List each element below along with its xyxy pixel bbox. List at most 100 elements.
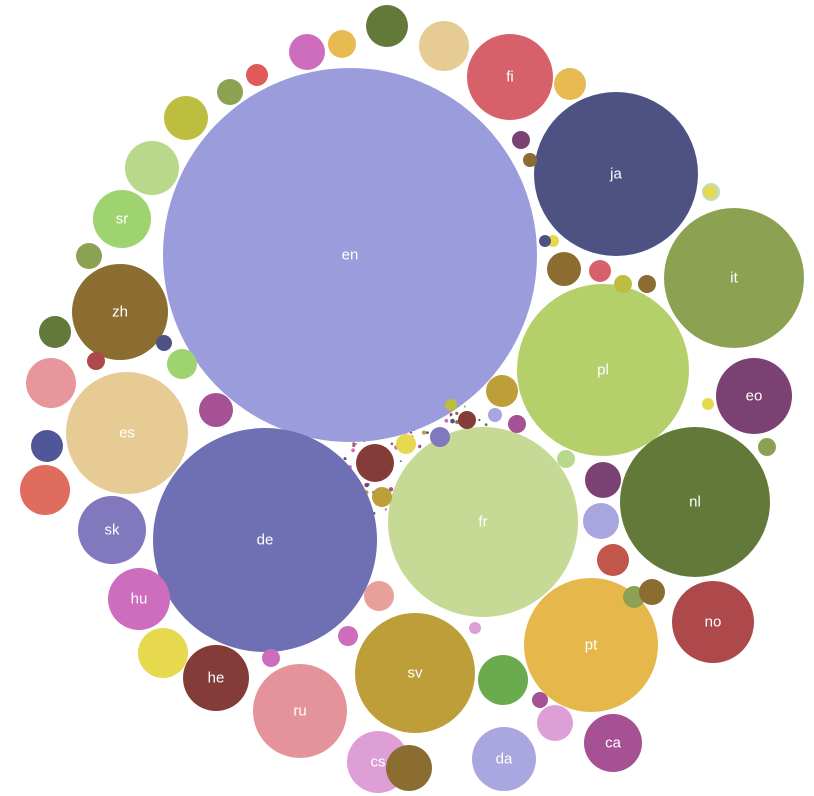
bubble-circle <box>364 581 394 611</box>
bubble-unlabeled <box>478 655 528 705</box>
bubble-circle <box>664 208 804 348</box>
bubble-pt: pt <box>524 578 658 712</box>
bubble-label: es <box>119 425 135 442</box>
bubble-unlabeled <box>328 30 356 58</box>
tiny-bubble <box>388 487 394 492</box>
bubble-unlabeled <box>419 21 469 71</box>
bubble-unlabeled <box>199 393 233 427</box>
bubble-circle <box>72 264 168 360</box>
bubble-unlabeled <box>364 581 394 611</box>
bubble-unlabeled <box>164 96 208 140</box>
bubble-circle <box>478 655 528 705</box>
bubble-circle <box>534 92 698 256</box>
bubble-unlabeled <box>486 375 518 407</box>
bubble-unlabeled <box>20 465 70 515</box>
bubble-circle <box>246 64 268 86</box>
bubble-ru: ru <box>253 664 347 758</box>
bubble-label: ja <box>609 166 622 183</box>
bubble-circle <box>523 153 537 167</box>
tiny-bubble <box>354 442 358 446</box>
bubble-fr: fr <box>388 427 578 617</box>
bubble-label: pt <box>585 637 598 654</box>
tiny-bubble <box>351 448 355 453</box>
bubble-unlabeled <box>262 649 280 667</box>
bubble-unlabeled <box>585 462 621 498</box>
bubble-circle <box>517 284 689 456</box>
bubble-circle <box>39 316 71 348</box>
bubble-unlabeled <box>396 434 416 454</box>
bubble-label: he <box>208 670 225 687</box>
bubble-no: no <box>672 581 754 663</box>
bubble-label: fr <box>478 514 487 531</box>
bubble-circle <box>583 503 619 539</box>
bubble-circle <box>396 434 416 454</box>
bubble-unlabeled <box>87 352 105 370</box>
bubble-circle <box>445 399 457 411</box>
bubble-label: no <box>705 614 722 631</box>
bubble-circle <box>537 705 573 741</box>
bubble-circle <box>458 411 476 429</box>
tiny-bubble <box>421 430 427 435</box>
bubble-circle <box>512 131 530 149</box>
bubble-unlabeled <box>338 626 358 646</box>
bubble-label: en <box>342 247 359 264</box>
bubble-unlabeled <box>125 141 179 195</box>
bubble-circle <box>702 398 714 410</box>
bubble-circle <box>76 243 102 269</box>
bubble-unlabeled <box>702 398 714 410</box>
bubble-label: hu <box>131 591 148 608</box>
bubble-circle <box>672 581 754 663</box>
tiny-bubble <box>444 418 449 423</box>
bubble-unlabeled <box>445 399 457 411</box>
bubble-circle <box>639 579 665 605</box>
bubble-fi: fi <box>467 34 553 120</box>
bubble-eo: eo <box>716 358 792 434</box>
bubble-unlabeled <box>488 408 502 422</box>
bubble-circle <box>386 745 432 791</box>
bubble-unlabeled <box>638 275 656 293</box>
bubble-circle <box>430 427 450 447</box>
bubble-circle <box>289 34 325 70</box>
bubble-unlabeled <box>372 487 392 507</box>
tiny-bubble <box>426 431 429 434</box>
bubble-pl: pl <box>517 284 689 456</box>
bubble-sv: sv <box>355 613 475 733</box>
bubble-circle <box>467 34 553 120</box>
bubble-label: cs <box>371 754 386 771</box>
tiny-bubble <box>478 418 481 422</box>
bubble-label: de <box>257 532 274 549</box>
bubble-unlabeled <box>539 235 551 247</box>
bubble-circle <box>356 444 394 482</box>
bubble-circle <box>262 649 280 667</box>
bubble-circle <box>183 645 249 711</box>
bubble-unlabeled <box>217 79 243 105</box>
bubble-ja: ja <box>534 92 698 256</box>
bubble-circle <box>758 438 776 456</box>
bubble-label: fi <box>506 69 514 86</box>
bubble-circle <box>108 568 170 630</box>
tiny-bubble <box>399 460 402 462</box>
bubble-circle <box>328 30 356 58</box>
bubble-sk: sk <box>78 496 146 564</box>
bubble-circle <box>716 358 792 434</box>
bubble-unlabeled <box>639 579 665 605</box>
bubble-circle <box>704 186 716 198</box>
bubble-unlabeled <box>547 252 581 286</box>
bubble-unlabeled <box>614 275 632 293</box>
bubble-label: ru <box>293 703 306 720</box>
bubble-unlabeled <box>532 692 548 708</box>
bubble-circle <box>532 692 548 708</box>
bubble-label: nl <box>689 494 701 511</box>
bubble-circle <box>472 727 536 791</box>
bubble-unlabeled <box>356 444 394 482</box>
tiny-bubble <box>463 405 466 408</box>
bubble-circle <box>125 141 179 195</box>
bubble-da: da <box>472 727 536 791</box>
bubble-circle <box>508 415 526 433</box>
bubble-label: eo <box>746 388 763 405</box>
bubble-unlabeled <box>167 349 197 379</box>
bubble-circle <box>638 275 656 293</box>
bubble-unlabeled <box>458 411 476 429</box>
bubble-unlabeled <box>156 335 172 351</box>
